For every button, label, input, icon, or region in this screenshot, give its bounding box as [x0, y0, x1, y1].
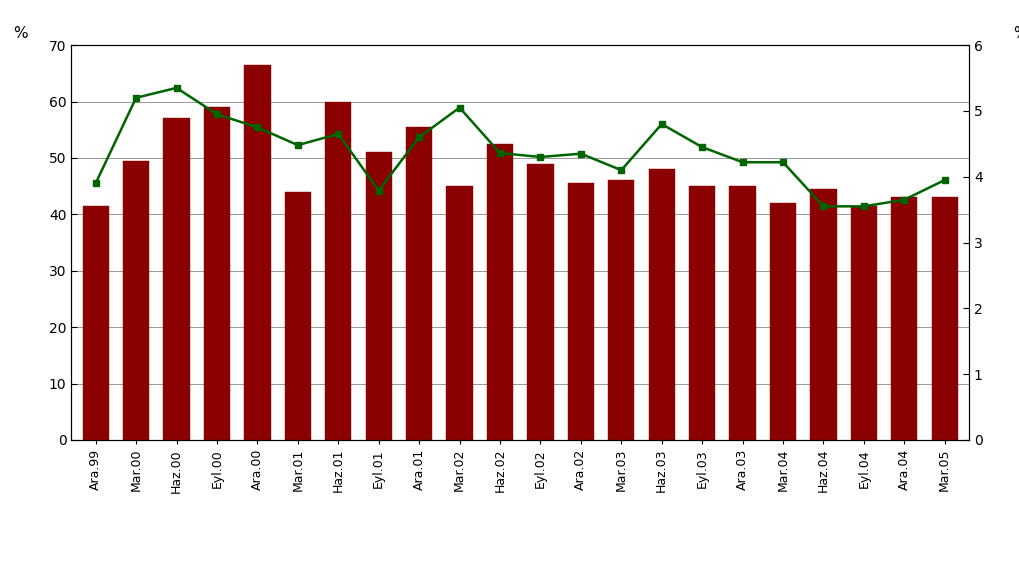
Bar — [729, 186, 755, 440]
Bar — [406, 127, 432, 440]
Bar — [284, 192, 311, 440]
Bar — [446, 186, 472, 440]
Bar — [930, 197, 957, 440]
Bar — [607, 180, 634, 440]
Bar — [123, 161, 149, 440]
Bar — [527, 164, 553, 440]
Bar — [163, 118, 190, 440]
Bar — [891, 197, 916, 440]
Bar — [809, 189, 836, 440]
Text: %: % — [13, 26, 28, 41]
Bar — [325, 102, 352, 440]
Bar — [850, 206, 876, 440]
Bar — [365, 152, 391, 440]
Bar — [204, 107, 230, 440]
Bar — [568, 183, 593, 440]
Bar — [83, 206, 109, 440]
Bar — [769, 203, 796, 440]
Bar — [648, 169, 675, 440]
Bar — [688, 186, 714, 440]
Bar — [486, 144, 513, 440]
Bar — [244, 65, 270, 440]
Text: %: % — [1012, 26, 1019, 41]
